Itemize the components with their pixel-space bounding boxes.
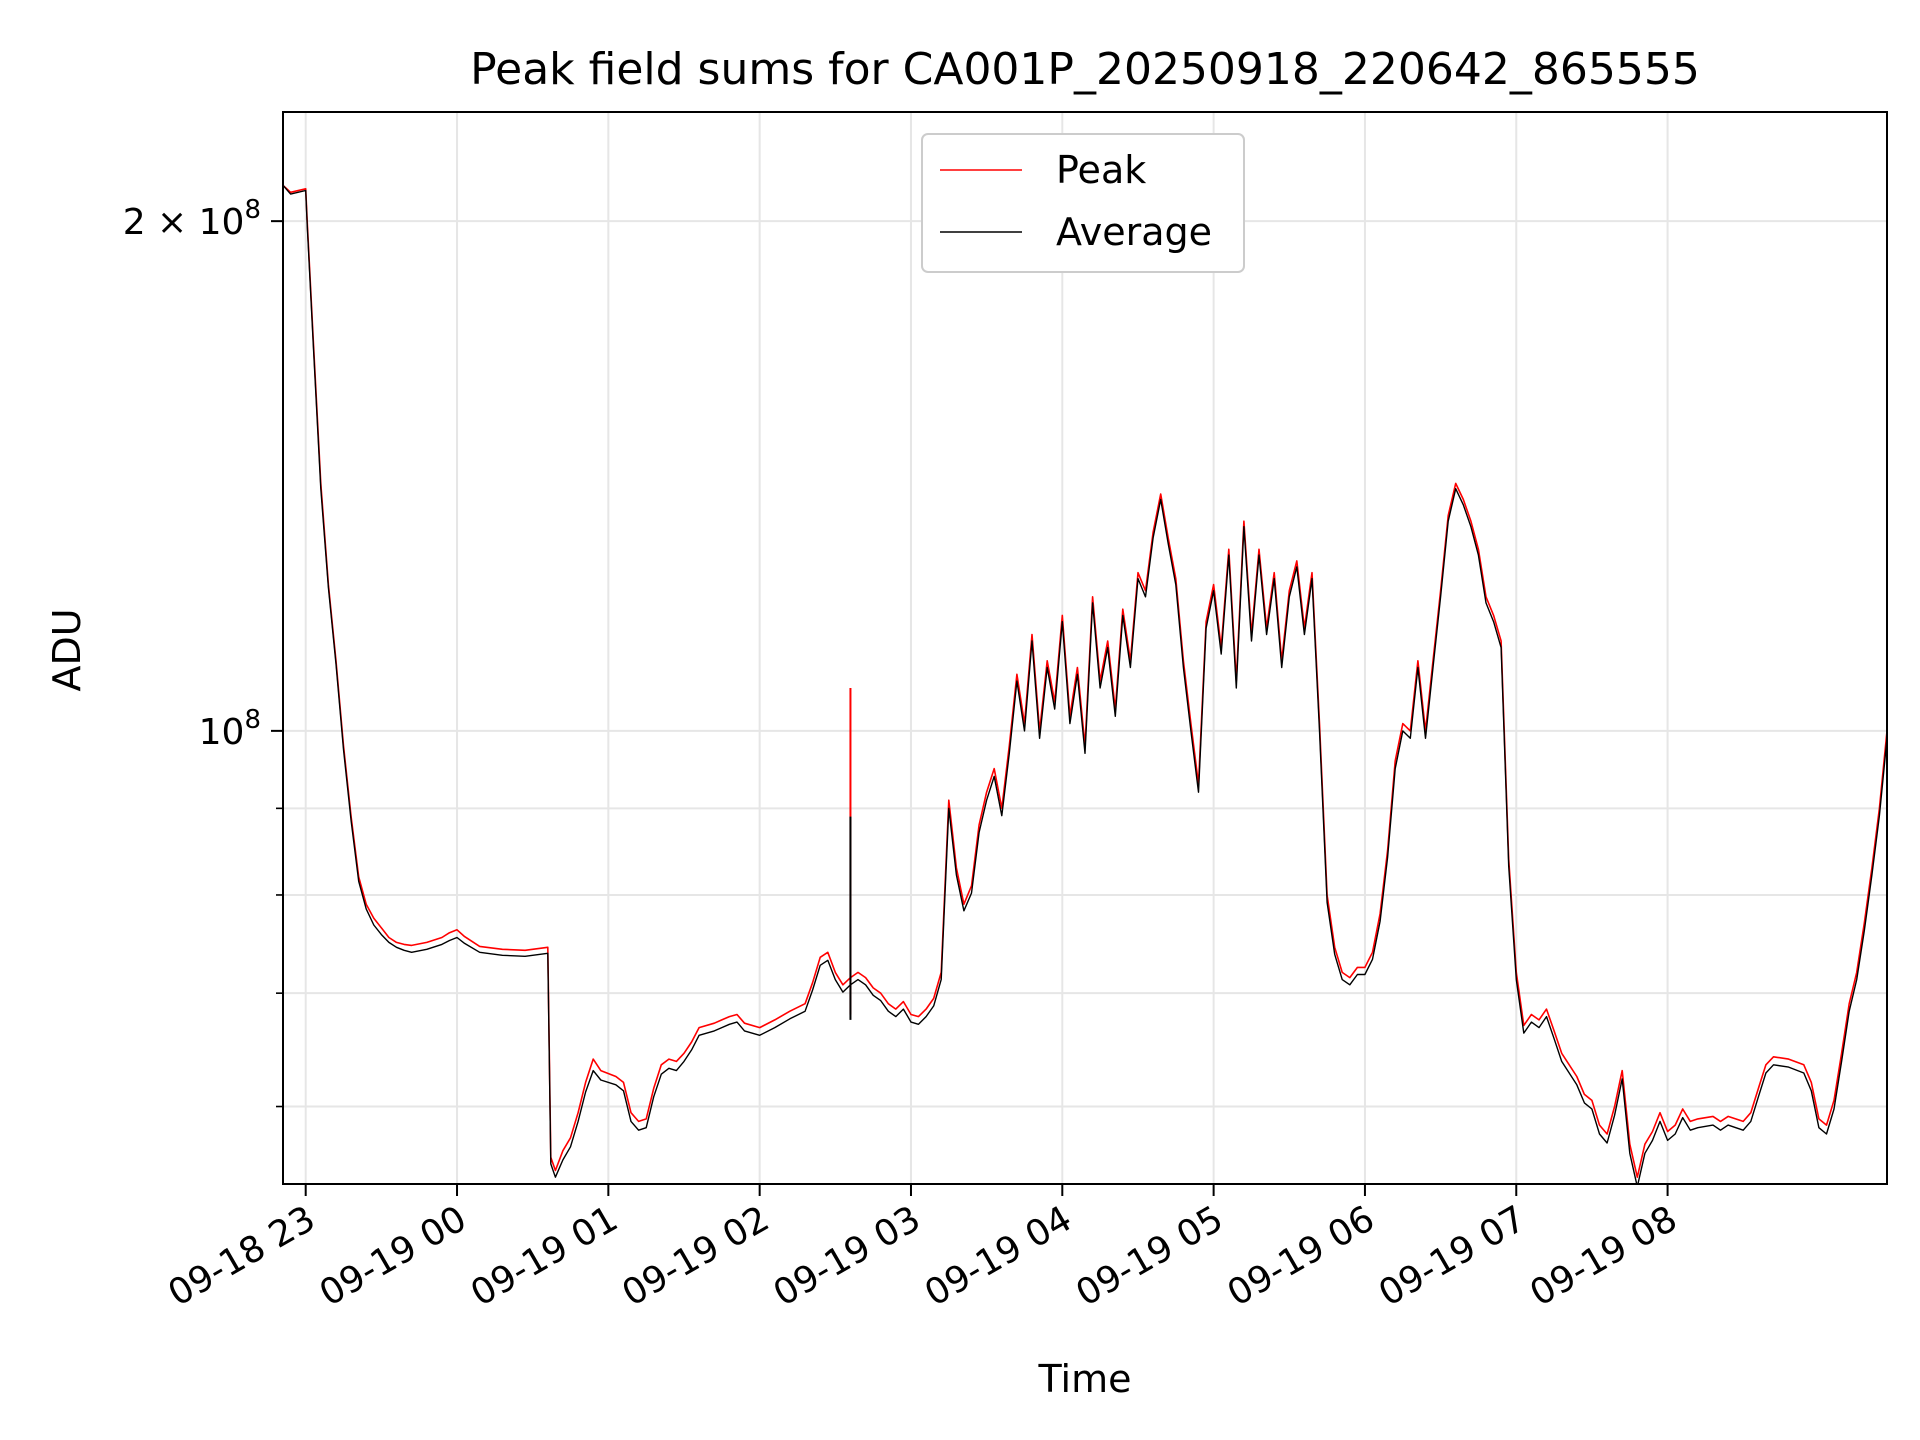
plot-area	[283, 184, 1887, 1184]
x-axis-label: Time	[1038, 1357, 1132, 1401]
legend-label-average: Average	[1056, 210, 1212, 254]
series-line-average	[283, 184, 1887, 1184]
y-tick-label: 108	[199, 705, 261, 753]
chart-title: Peak field sums for CA001P_20250918_2206…	[470, 44, 1700, 95]
plot-frame	[282, 111, 1888, 1185]
y-axis-ticks: 108 2 × 108	[123, 195, 283, 1108]
y-axis-label: ADU	[45, 608, 89, 691]
series-line-peak	[283, 184, 1887, 1178]
y-tick-label: 2 × 108	[123, 195, 261, 243]
legend-box	[921, 133, 1245, 273]
legend: Peak Average	[921, 133, 1245, 273]
legend-label-peak: Peak	[1056, 148, 1146, 192]
